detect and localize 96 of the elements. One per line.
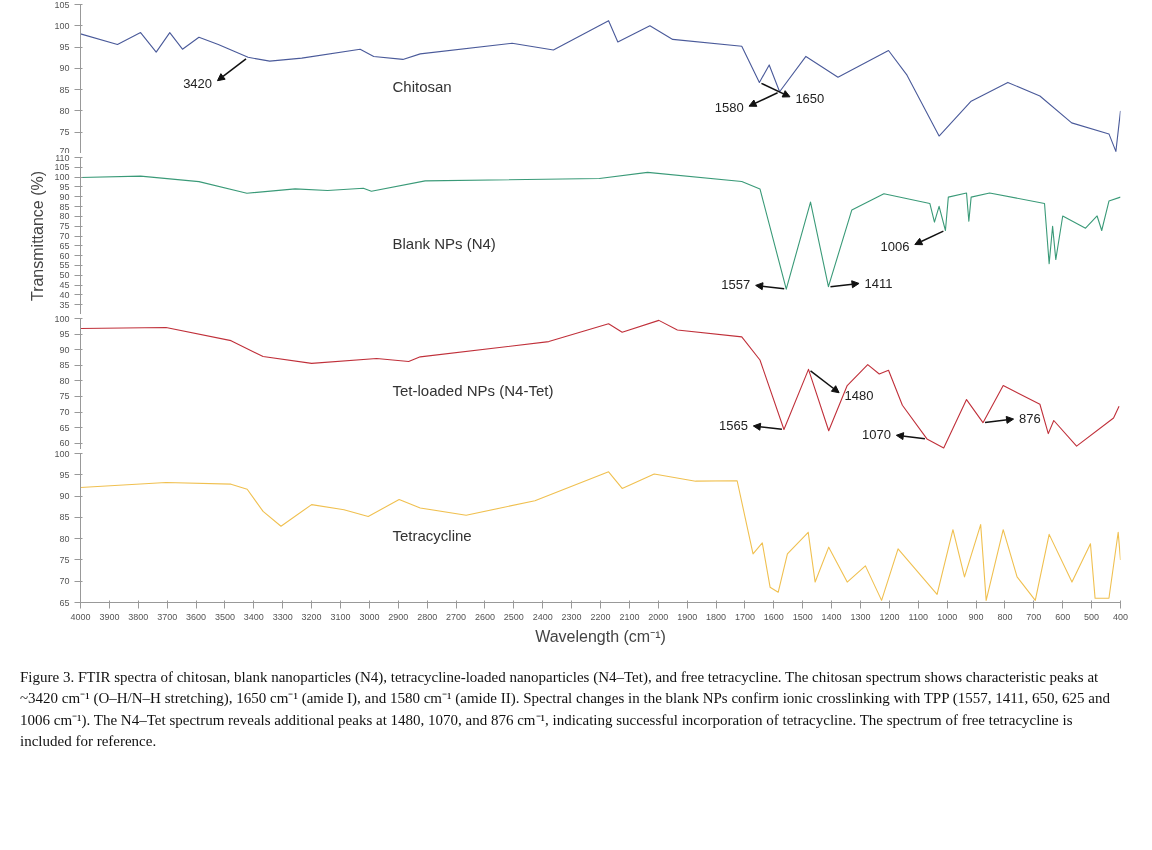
y-tick-label: 60 <box>59 438 70 449</box>
x-tick-label: 2600 <box>474 611 495 622</box>
x-tick-label: 700 <box>1026 611 1042 622</box>
series-label: Chitosan <box>392 77 452 95</box>
y-tick-label: 65 <box>59 597 70 608</box>
x-tick-label: 3200 <box>301 611 322 622</box>
y-tick-label: 100 <box>54 172 70 183</box>
y-tick-label: 105 <box>54 0 70 10</box>
annotation: 1565 <box>719 418 748 434</box>
x-tick-label: 1200 <box>879 611 900 622</box>
series-label: Tetracycline <box>392 526 472 544</box>
y-tick-label: 70 <box>59 231 70 241</box>
y-tick-label: 75 <box>59 221 70 232</box>
x-tick-label: 2000 <box>648 611 669 622</box>
x-tick-label: 3400 <box>243 611 264 622</box>
y-axis-title: Transmittance (%) <box>29 170 47 302</box>
x-tick-label: 4000 <box>70 611 91 622</box>
y-tick-label: 90 <box>59 63 70 74</box>
y-tick-label: 80 <box>59 375 70 386</box>
x-tick-label: 3700 <box>157 611 178 622</box>
x-tick-label: 2200 <box>590 611 611 622</box>
y-tick-label: 60 <box>59 250 70 261</box>
y-tick-label: 90 <box>59 344 70 355</box>
x-tick-label: 3300 <box>272 611 293 622</box>
y-tick-label: 95 <box>59 469 70 480</box>
y-tick-label: 85 <box>59 84 70 95</box>
x-tick-label: 2400 <box>532 611 553 622</box>
y-tick-label: 90 <box>59 491 70 502</box>
y-tick-label: 95 <box>59 329 70 340</box>
x-tick-label: 600 <box>1055 611 1071 622</box>
x-tick-label: 3000 <box>359 611 380 622</box>
y-tick-label: 65 <box>59 240 70 251</box>
text: Blank NPs (N4) <box>392 235 496 253</box>
x-tick-label: 3800 <box>128 611 149 622</box>
line-series <box>80 171 1121 290</box>
x-tick-label: 2800 <box>417 611 438 622</box>
y-tick-label: 80 <box>59 211 70 222</box>
y-tick-label: 85 <box>59 512 70 523</box>
x-tick-label: 1900 <box>677 611 698 622</box>
y-tick-label: 75 <box>59 127 70 138</box>
x-tick-label: 400 <box>1112 611 1129 622</box>
x-tick-label: 1600 <box>763 611 784 622</box>
x-tick-label: 2300 <box>561 611 582 622</box>
y-tick-label: 70 <box>59 576 70 587</box>
x-tick-label: 2100 <box>619 611 640 622</box>
y-tick-label: 95 <box>59 181 70 192</box>
x-tick-label: 1500 <box>792 611 813 622</box>
x-tick-label: 500 <box>1084 611 1100 622</box>
annotation: 1006 <box>880 238 910 254</box>
series-label: Tet-loaded NPs (N4-Tet) <box>392 382 554 400</box>
annotation: 1480 <box>844 387 874 403</box>
x-axis-title: Wavelength (cm⁻¹) <box>535 627 666 645</box>
y-tick-label: 50 <box>59 270 70 281</box>
y-tick-label: 85 <box>59 201 70 212</box>
annotation: 1411 <box>864 275 893 291</box>
y-tick-label: 100 <box>54 20 70 31</box>
annotation: 3420 <box>183 75 213 91</box>
annotation: 1580 <box>714 100 744 116</box>
line-series <box>80 20 1121 152</box>
x-tick-label: 1100 <box>908 611 928 622</box>
y-tick-label: 45 <box>59 280 70 291</box>
x-tick-label: 1400 <box>821 611 842 622</box>
line-series <box>80 319 1120 449</box>
y-tick-label: 75 <box>59 554 70 565</box>
x-tick-label: 2900 <box>388 611 409 622</box>
y-tick-label: 65 <box>59 422 70 433</box>
x-tick-label: 1700 <box>734 611 755 622</box>
annotation: 1650 <box>795 90 825 106</box>
x-tick-label: 3600 <box>186 611 207 622</box>
y-tick-label: 90 <box>59 191 70 202</box>
y-tick-label: 105 <box>54 162 70 173</box>
y-tick-label: 80 <box>59 533 70 544</box>
x-tick-label: 800 <box>997 611 1013 622</box>
x-tick-label: 3900 <box>99 611 120 622</box>
x-tick-label: 1300 <box>850 611 871 622</box>
y-tick-label: 95 <box>59 42 70 53</box>
y-tick-label: 85 <box>59 360 70 371</box>
y-tick-label: 100 <box>54 313 70 324</box>
caption: Figure 3. FTIR spectra of chitosan, blank nanoparticles (N4), tetracycline-loaded nanoparticles (N4–Tet), and free tetracycline. The chitosan spectrum shows characteristic peaks at ~3420 cm⁻¹ (O–H/N–H stretching), 1650 cm⁻¹ (amide I), and 1580 cm⁻¹ (amide II). Spectral changes in the blank NPs confirm ionic crosslinking with TPP (1557, 1411, 650, 625 and 1006 cm⁻¹). The N4–Tet spectrum reveals additional peaks at 1480, 1070, and 876 cm⁻¹, indicating successful incorporation of tetracycline. The spectrum of free tetracycline is included for reference. <box>20 668 1112 752</box>
x-tick-label: 900 <box>968 611 984 622</box>
x-tick-label: 3100 <box>330 611 351 622</box>
y-tick-label: 75 <box>59 391 70 402</box>
y-tick-label: 55 <box>59 260 70 271</box>
x-tick-label: 1800 <box>706 611 727 622</box>
x-tick-label: 3500 <box>214 611 235 622</box>
y-tick-label: 70 <box>59 407 70 418</box>
y-tick-label: 100 <box>54 448 70 459</box>
x-tick-label: 1000 <box>937 611 958 622</box>
y-tick-label: 40 <box>59 289 70 300</box>
annotation: 1070 <box>862 427 891 443</box>
annotation: 876 <box>1018 411 1041 427</box>
y-tick-label: 35 <box>59 299 70 310</box>
annotation: 1557 <box>721 277 751 293</box>
x-tick-label: 2700 <box>446 611 467 622</box>
y-tick-label: 80 <box>59 105 70 116</box>
x-tick-label: 2500 <box>503 611 524 622</box>
